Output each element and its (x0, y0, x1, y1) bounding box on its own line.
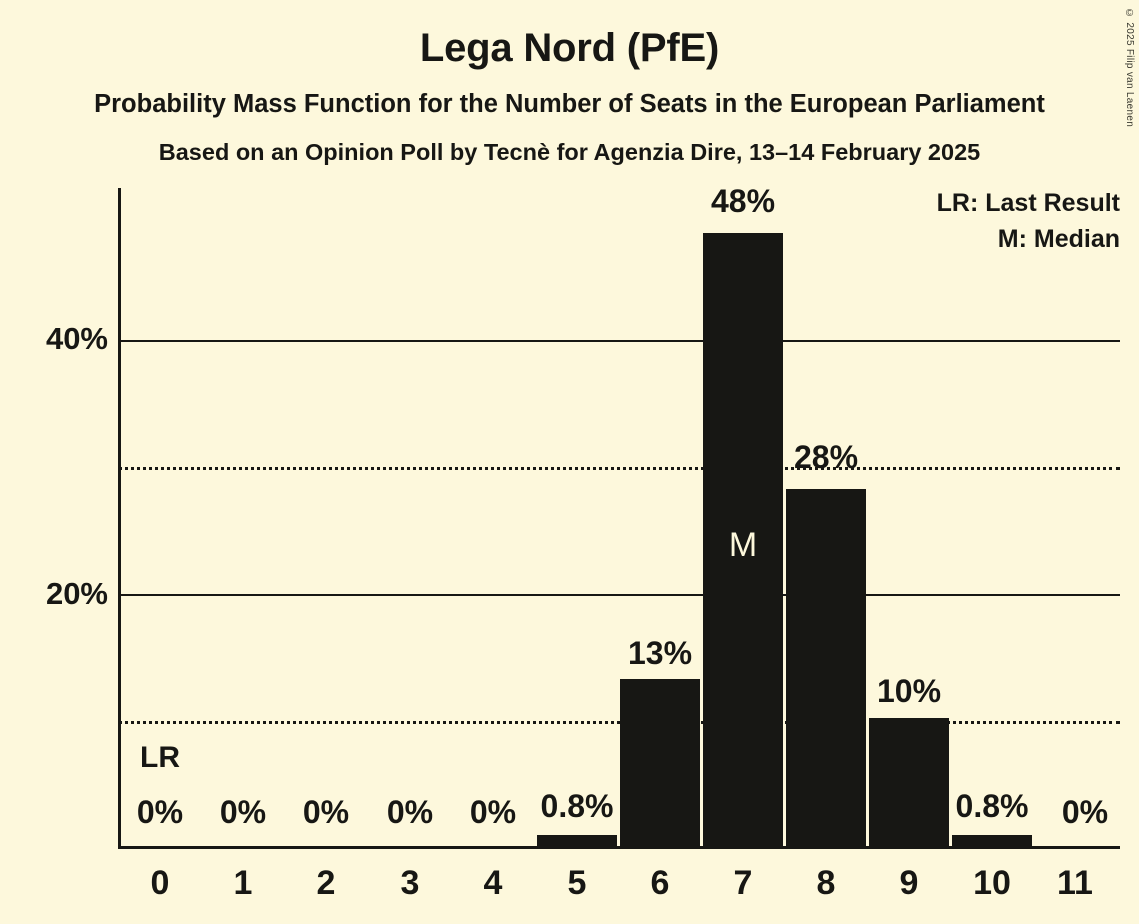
bar-label-5: 0.8% (540, 788, 614, 824)
x-tick-3: 3 (400, 864, 420, 902)
last-result-marker: LR (140, 741, 180, 774)
bar-5[interactable] (537, 835, 617, 846)
chart-source-line: Based on an Opinion Poll by Tecnè for Ag… (158, 139, 981, 165)
bar-9[interactable] (869, 718, 949, 846)
bar-10[interactable] (952, 835, 1032, 846)
bar-6[interactable] (620, 679, 700, 846)
chart-subtitle: Probability Mass Function for the Number… (94, 90, 1045, 118)
y-tick-label-40: 40% (45, 321, 108, 356)
bar-7[interactable] (703, 233, 783, 846)
copyright-notice: © 2025 Filip van Laenen (1124, 8, 1135, 128)
y-tick-label-20: 20% (45, 576, 108, 611)
bar-label-8: 28% (793, 439, 859, 475)
gridline-30 (118, 467, 1120, 470)
x-tick-6: 6 (650, 864, 670, 902)
x-tick-1: 1 (233, 864, 253, 902)
bar-label-10: 0.8% (955, 788, 1029, 824)
x-tick-11: 11 (1057, 864, 1093, 902)
x-tick-8: 8 (816, 864, 836, 902)
x-axis-tick-labels: 0 1 2 3 4 5 6 7 8 9 10 11 (118, 866, 1120, 916)
legend-item-median: M: Median (997, 225, 1120, 253)
x-tick-4: 4 (483, 864, 503, 902)
x-tick-0: 0 (150, 864, 170, 902)
gridline-40 (118, 340, 1120, 342)
x-tick-9: 9 (899, 864, 919, 902)
plot-area: 0% LR 0% 0% 0% 0% 0.8% 13% 48% M 28% (118, 183, 1120, 849)
bar-label-3: 0% (386, 794, 434, 830)
page-title: Lega Nord (PfE) (419, 26, 720, 70)
legend-item-last-result: LR: Last Result (936, 189, 1120, 217)
x-tick-10: 10 (973, 864, 1011, 902)
bar-8[interactable] (786, 489, 866, 846)
chart-legend: LR: Last Result M: Median (937, 185, 1120, 257)
bar-label-11: 0% (1061, 794, 1109, 830)
x-tick-5: 5 (567, 864, 587, 902)
gridline-20 (118, 594, 1120, 596)
gridline-10 (118, 721, 1120, 724)
bar-series: 0% LR 0% 0% 0% 0% 0.8% 13% 48% M 28% (118, 183, 1120, 848)
x-axis-line (118, 846, 1120, 849)
bar-label-0: 0% (136, 794, 184, 830)
bar-label-7: 48% (710, 183, 776, 219)
bar-label-4: 0% (469, 794, 517, 830)
x-tick-2: 2 (316, 864, 336, 902)
x-tick-7: 7 (733, 864, 753, 902)
bar-label-1: 0% (219, 794, 267, 830)
y-axis-line (118, 188, 121, 849)
bar-label-2: 0% (302, 794, 350, 830)
bar-label-6: 13% (627, 635, 693, 671)
median-marker: M (728, 526, 758, 564)
bar-label-9: 10% (876, 673, 942, 709)
